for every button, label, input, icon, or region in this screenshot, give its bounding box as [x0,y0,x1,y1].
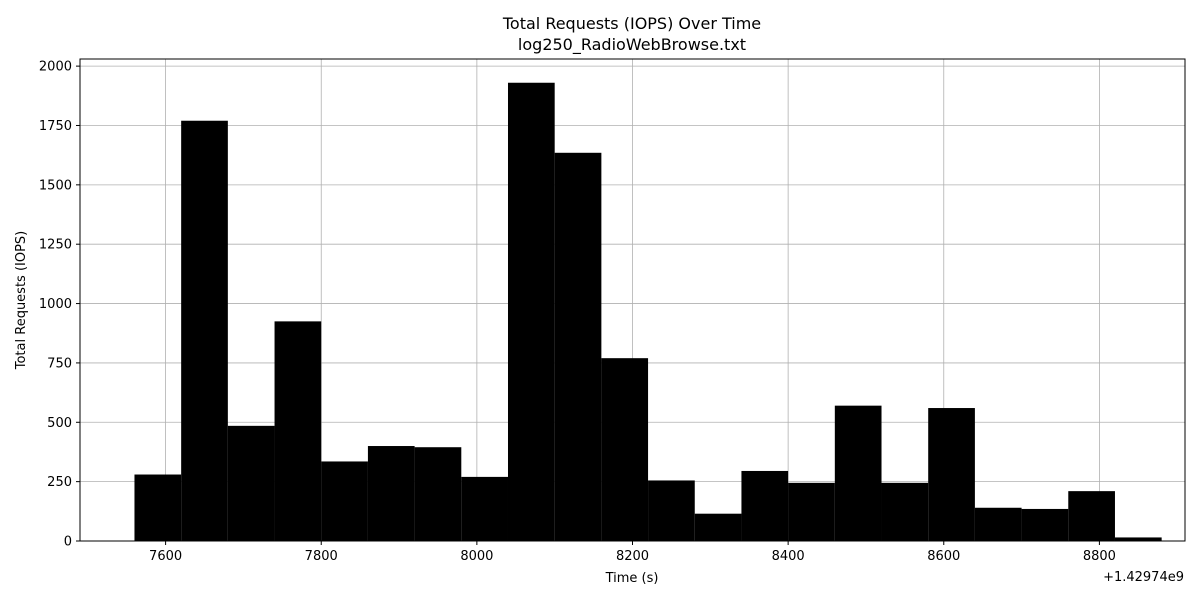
histogram-bar [181,120,228,541]
x-axis-label: Time (s) [605,571,659,586]
histogram-bar [1114,537,1162,541]
histogram-bar [414,447,462,541]
histogram-bar [788,482,835,541]
histogram-bar [134,474,182,541]
histogram-bar [974,507,1022,541]
histogram-bar [274,321,322,541]
histogram-bar [741,470,789,541]
y-tick-label: 1000 [39,297,72,312]
histogram-bar [928,408,975,541]
x-tick-label: 8400 [772,549,805,564]
histogram-bar [227,425,275,541]
y-axis-label: Total Requests (IOPS) [14,231,29,371]
y-tick-label: 1750 [39,119,72,134]
y-tick-label: 750 [47,356,72,371]
histogram-bar [601,358,649,541]
histogram-bar [1068,491,1115,541]
x-axis-ticks: 7600 7800 8000 8200 8400 8600 8800 [149,541,1116,564]
histogram-bar [321,461,368,541]
x-tick-label: 8600 [927,549,960,564]
y-tick-label: 250 [47,475,72,490]
histogram-bar [367,446,415,541]
histogram-bar [461,476,508,541]
y-axis-ticks: 0 250 500 750 1000 1250 1500 1750 2000 [39,60,80,550]
histogram-bar [881,482,929,541]
histogram-bar [694,513,742,541]
x-tick-label: 8000 [460,549,493,564]
y-tick-label: 1500 [39,178,72,193]
histogram-bar [554,152,602,541]
chart-subtitle: log250_RadioWebBrowse.txt [518,35,746,55]
bars [134,82,1162,542]
histogram-bar [648,480,695,541]
y-tick-label: 500 [47,416,72,431]
y-tick-label: 0 [64,535,72,550]
histogram-bar [507,82,555,542]
histogram-bar [1021,508,1069,541]
histogram-bar [834,405,882,541]
x-tick-label: 8200 [616,549,649,564]
x-axis-offset: +1.42974e9 [1103,570,1184,585]
x-tick-label: 7800 [305,549,338,564]
x-tick-label: 7600 [149,549,182,564]
chart-title: Total Requests (IOPS) Over Time [502,14,761,33]
y-tick-label: 2000 [39,60,72,75]
y-tick-label: 1250 [39,238,72,253]
x-tick-label: 8800 [1083,549,1116,564]
